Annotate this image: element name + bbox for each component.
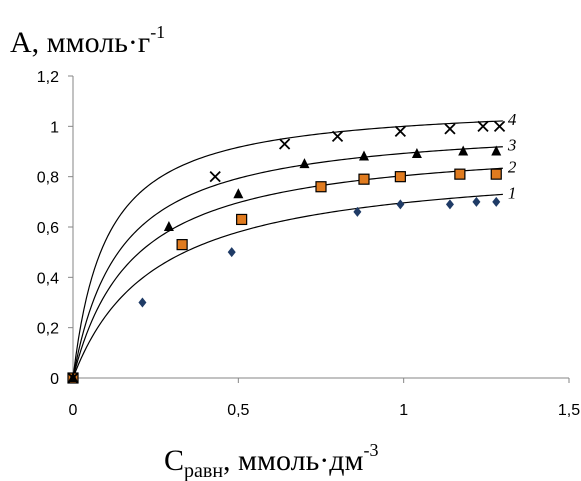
- y-tick-label: 0,4: [37, 270, 59, 287]
- data-point-1: [396, 199, 405, 210]
- x-tick-label: 1: [399, 402, 408, 419]
- fit-curve-3: [72, 146, 503, 379]
- data-points: [67, 120, 506, 384]
- y-tick-label: 0,6: [37, 220, 59, 237]
- data-point-3: [491, 145, 502, 156]
- data-point-2: [454, 168, 466, 180]
- axes: [68, 75, 570, 383]
- data-point-4: [394, 125, 406, 138]
- curve-labels: 1 2 3 4: [507, 110, 517, 202]
- data-point-4: [209, 171, 221, 183]
- fitted-curves: [72, 120, 503, 379]
- data-point-2: [315, 181, 327, 193]
- x-tick-label: 0: [69, 402, 78, 419]
- data-point-1: [492, 196, 501, 207]
- y-tick-labels: 0 0,2 0,4 0,6 0,8 1 1,2: [37, 69, 59, 388]
- data-point-3: [411, 148, 422, 159]
- y-tick-label: 1,2: [37, 69, 59, 86]
- data-point-1: [472, 196, 481, 207]
- data-point-2: [358, 173, 370, 185]
- data-point-3: [163, 221, 174, 231]
- curve-label-3: 3: [507, 136, 517, 155]
- data-point-1: [227, 247, 236, 258]
- y-axis-title: A, ммоль·г-1: [10, 22, 165, 59]
- data-point-2: [236, 213, 248, 226]
- data-point-1: [353, 206, 362, 217]
- data-point-4: [67, 372, 79, 384]
- curve-label-4: 4: [508, 110, 517, 129]
- y-tick-label: 0: [50, 371, 59, 388]
- data-point-1: [138, 297, 147, 308]
- data-point-3: [458, 145, 469, 156]
- x-tick-label: 0,5: [227, 402, 249, 419]
- fit-curve-4: [72, 120, 503, 379]
- curve-label-1: 1: [508, 183, 517, 202]
- y-tick-label: 0,2: [37, 321, 59, 338]
- y-tick-label: 1: [50, 119, 59, 136]
- y-tick-label: 0,8: [37, 170, 59, 187]
- fit-curve-1: [72, 193, 503, 379]
- data-point-4: [278, 138, 291, 150]
- fit-curve-2: [72, 167, 503, 379]
- data-point-4: [493, 120, 506, 132]
- x-axis-title: Cравн, ммоль·дм-3: [164, 440, 379, 481]
- data-point-4: [444, 123, 456, 135]
- x-tick-label: 1,5: [558, 402, 580, 419]
- data-point-3: [358, 150, 369, 161]
- data-point-4: [331, 130, 344, 143]
- data-point-3: [299, 158, 310, 169]
- data-point-4: [477, 120, 489, 132]
- x-tick-labels: 0 0,5 1 1,5: [69, 402, 581, 419]
- data-point-1: [445, 199, 454, 210]
- data-point-2: [394, 171, 406, 183]
- data-point-2: [490, 168, 502, 180]
- data-point-3: [233, 188, 244, 199]
- curve-label-2: 2: [508, 157, 517, 176]
- data-point-2: [176, 239, 188, 251]
